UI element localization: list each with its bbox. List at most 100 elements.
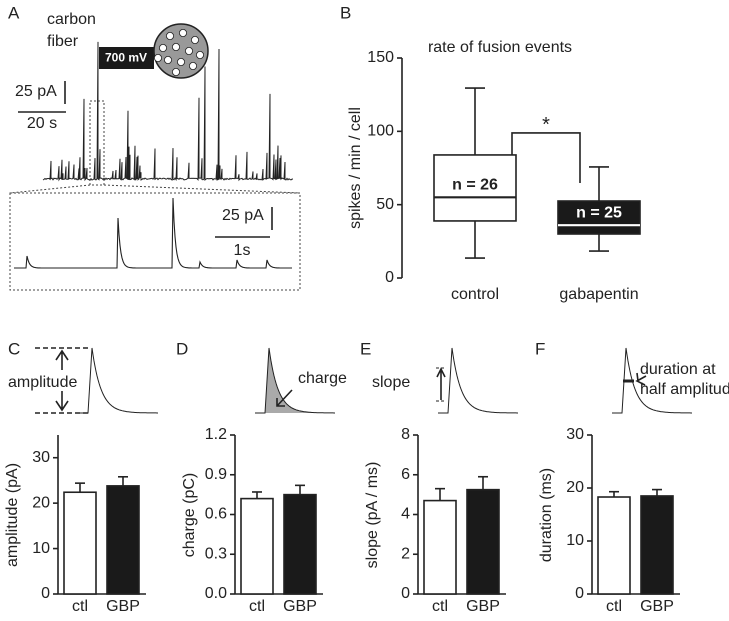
- x-tick-label: GBP: [106, 598, 140, 615]
- fiber-dot: [171, 43, 180, 52]
- y-tick-label: 0.3: [205, 545, 227, 562]
- y-tick-label: 10: [32, 540, 50, 557]
- y-tick-label: 30: [566, 426, 584, 443]
- panel-label: E: [360, 339, 371, 358]
- arrow: [55, 349, 69, 412]
- fiber-dot: [184, 47, 193, 56]
- y-tick-label: 150: [367, 49, 394, 66]
- y-tick-label: 2: [401, 545, 410, 562]
- fiber-dot: [158, 44, 167, 53]
- y-tick-label: 0: [575, 585, 584, 602]
- inset-box: [9, 192, 301, 291]
- scale-amplitude: 25 pA: [222, 207, 264, 224]
- fiber-dot: [163, 56, 172, 65]
- probe-label: carbon: [47, 11, 96, 28]
- probe-label: fiber: [47, 33, 79, 50]
- y-tick-label: 100: [367, 123, 394, 140]
- significance-bracket: [511, 132, 581, 183]
- arrow: [635, 372, 647, 386]
- inset-label: half amplitude: [640, 381, 729, 398]
- y-tick-label: 50: [376, 196, 394, 213]
- fiber-dot: [171, 68, 180, 77]
- x-tick-label: control: [451, 286, 499, 303]
- bar: [597, 496, 631, 595]
- bar: [106, 485, 140, 595]
- x-tick-label: gabapentin: [559, 286, 638, 303]
- inset-label: amplitude: [8, 374, 77, 391]
- trace: [42, 41, 294, 182]
- panel-label: F: [535, 339, 545, 358]
- scale-time: 1s: [234, 242, 251, 259]
- arrow: [436, 367, 446, 400]
- fiber-dot: [176, 58, 185, 67]
- bar: [240, 497, 274, 595]
- y-axis-label: amplitude (pA): [4, 463, 21, 567]
- y-tick-label: 0: [385, 269, 394, 286]
- fiber-dot: [165, 32, 174, 41]
- y-axis-label: charge (pC): [181, 473, 198, 557]
- trace: [14, 197, 292, 269]
- y-tick-label: 1.2: [205, 426, 227, 443]
- panel-label: A: [8, 3, 20, 22]
- y-tick-label: 0: [401, 585, 410, 602]
- chart-title: rate of fusion events: [428, 39, 572, 56]
- zoom-box: [89, 100, 105, 186]
- box: [557, 200, 641, 235]
- inset-trace: [438, 347, 518, 414]
- arrow: [276, 389, 293, 407]
- box-label: n = 26: [452, 177, 498, 194]
- inset-label: charge: [298, 370, 347, 387]
- panel-label: D: [176, 339, 188, 358]
- zoom-line: [9, 184, 91, 194]
- scale-time: 20 s: [27, 115, 57, 132]
- x-tick-label: GBP: [640, 598, 674, 615]
- inset-trace: [612, 347, 692, 414]
- y-tick-label: 20: [566, 479, 584, 496]
- fiber-dot: [195, 51, 204, 60]
- fiber-dots: [153, 28, 204, 77]
- y-tick-label: 0.0: [205, 585, 227, 602]
- panel-label: C: [8, 339, 20, 358]
- fiber-dot: [153, 54, 162, 63]
- bar: [423, 499, 457, 595]
- fiber-dot: [190, 36, 199, 45]
- significance-label: *: [542, 114, 550, 136]
- bar: [466, 488, 500, 595]
- inset-trace: [78, 347, 158, 414]
- y-tick-label: 6: [401, 466, 410, 483]
- y-axis-label: slope (pA / ms): [364, 462, 381, 569]
- scale-amplitude: 25 pA: [15, 83, 57, 100]
- y-tick-label: 0.6: [205, 506, 227, 523]
- inset-label: duration at: [640, 361, 716, 378]
- y-tick-label: 30: [32, 449, 50, 466]
- inset-trace: [255, 347, 335, 414]
- x-tick-label: GBP: [466, 598, 500, 615]
- y-tick-label: 0.9: [205, 466, 227, 483]
- box: [433, 154, 517, 222]
- fiber-dot: [178, 28, 187, 37]
- y-tick-label: 0: [41, 585, 50, 602]
- y-tick-label: 10: [566, 532, 584, 549]
- y-axis-label: duration (ms): [538, 468, 555, 562]
- bar: [63, 491, 97, 595]
- electrode-box: [99, 47, 154, 69]
- voltage-label: 700 mV: [105, 51, 147, 65]
- bar: [640, 495, 674, 595]
- x-tick-label: ctl: [432, 598, 448, 615]
- x-tick-label: ctl: [72, 598, 88, 615]
- bar: [283, 493, 317, 595]
- zoom-line: [103, 184, 301, 194]
- y-axis-label: spikes / min / cell: [347, 107, 364, 229]
- x-tick-label: ctl: [606, 598, 622, 615]
- y-tick-label: 20: [32, 494, 50, 511]
- panel-label: B: [340, 3, 351, 22]
- box-label: n = 25: [576, 204, 622, 221]
- y-tick-label: 8: [401, 426, 410, 443]
- fiber-dot: [188, 62, 197, 71]
- x-tick-label: ctl: [249, 598, 265, 615]
- x-tick-label: GBP: [283, 598, 317, 615]
- inset-label: slope: [372, 374, 410, 391]
- charge-area: [255, 348, 335, 413]
- y-tick-label: 4: [401, 506, 410, 523]
